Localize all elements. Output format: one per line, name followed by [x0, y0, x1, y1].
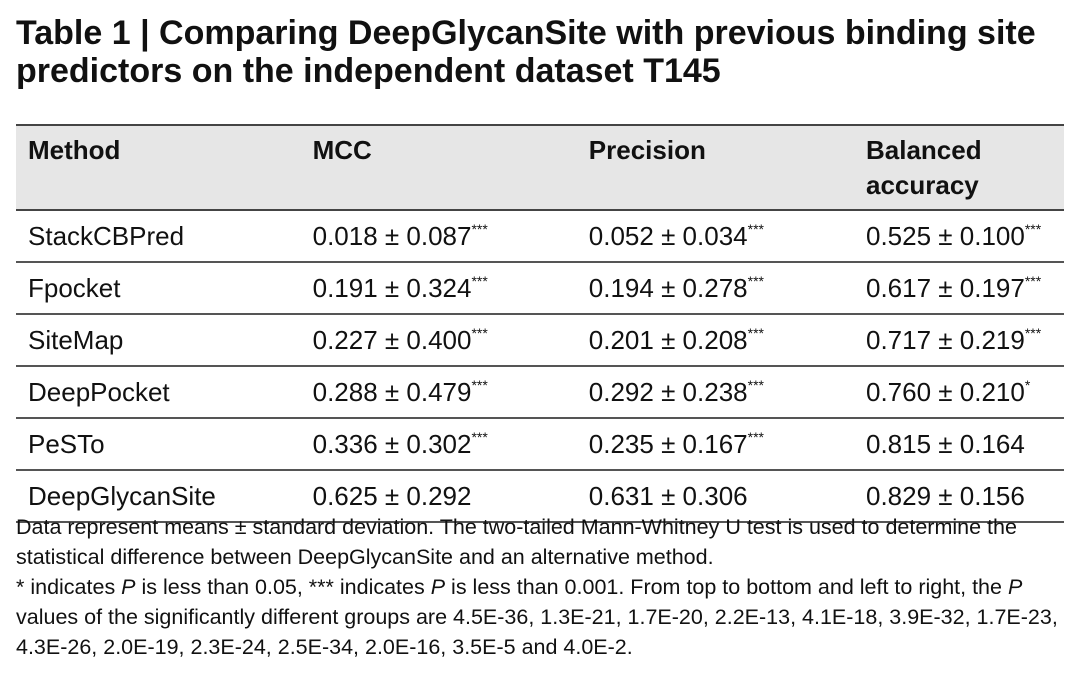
footnote-text: is less than 0.001. From top to bottom a…	[445, 575, 1008, 599]
significance: ***	[471, 377, 488, 393]
cell-value: 0.815 ± 0.164	[866, 429, 1025, 459]
cell-value: 0.018 ± 0.087	[312, 221, 472, 251]
cell-value: PeSTo	[28, 429, 105, 459]
cell: SiteMap	[16, 314, 301, 367]
significance: ***	[1024, 273, 1042, 289]
cell-value: 0.227 ± 0.400	[312, 325, 472, 355]
cell: DeepGlycanSite	[16, 470, 301, 523]
significance: ***	[747, 325, 764, 341]
row: DeepPocket 0.288 ± 0.479*** 0.292 ± 0.238*…	[16, 366, 1064, 419]
footnote-text: * indicates	[16, 575, 122, 599]
cell-value: 0.625 ± 0.292	[312, 481, 472, 511]
cell: StackCBPred	[16, 210, 301, 263]
column-header: Balanced accuracy	[854, 124, 1064, 211]
significance: ***	[471, 429, 488, 445]
cell: 0.235 ± 0.167***	[576, 418, 854, 471]
significance: ***	[1024, 325, 1042, 341]
column-header: Precision	[576, 124, 854, 211]
cell-value: DeepGlycanSite	[28, 481, 216, 511]
cell-value: 0.235 ± 0.167	[588, 429, 748, 459]
cell: 0.815 ± 0.164	[854, 418, 1064, 471]
cell-value: 0.717 ± 0.219	[866, 325, 1025, 355]
significance: ***	[471, 273, 488, 289]
cell: 0.227 ± 0.400***	[300, 314, 577, 367]
significance: ***	[471, 221, 488, 237]
cell-value: 0.336 ± 0.302	[312, 429, 472, 459]
footnote-text: Data represent means ± standard deviatio…	[16, 515, 1017, 569]
footnote-text: P	[1007, 575, 1023, 599]
cell: Fpocket	[16, 262, 301, 315]
cell: 0.525 ± 0.100***	[854, 210, 1064, 263]
cell: 0.760 ± 0.210*	[854, 366, 1064, 419]
footnote-text: P	[430, 575, 446, 599]
cell: 0.336 ± 0.302***	[300, 418, 577, 471]
cell: 0.018 ± 0.087***	[300, 210, 577, 263]
cell-value: 0.292 ± 0.238	[588, 377, 748, 407]
cell-value: 0.525 ± 0.100	[866, 221, 1025, 251]
cell: DeepPocket	[16, 366, 301, 419]
cell-value: 0.194 ± 0.278	[588, 273, 748, 303]
significance: ***	[747, 429, 764, 445]
cell-value: 0.631 ± 0.306	[588, 481, 748, 511]
significance: *	[1024, 377, 1031, 393]
column-header: MCC	[300, 124, 577, 211]
cell-value: 0.052 ± 0.034	[588, 221, 748, 251]
footnote-text: is less than 0.05, *** indicates	[135, 575, 431, 599]
cell: PeSTo	[16, 418, 301, 471]
cell-value: 0.617 ± 0.197	[866, 273, 1025, 303]
cell-value: 0.201 ± 0.208	[588, 325, 748, 355]
cell: 0.631 ± 0.306	[576, 470, 854, 523]
cell-value: 0.288 ± 0.479	[312, 377, 472, 407]
row: SiteMap 0.227 ± 0.400*** 0.201 ± 0.208*** 0…	[16, 314, 1064, 367]
cell-value: 0.191 ± 0.324	[312, 273, 472, 303]
title: Table 1 | Comparing DeepGlycanSite with …	[16, 14, 1036, 90]
footnote: Data represent means ± standard deviatio…	[16, 512, 1071, 662]
cell-value: Fpocket	[28, 273, 121, 303]
row: DeepGlycanSite 0.625 ± 0.292 0.631 ± 0.306…	[16, 470, 1064, 523]
footnote-text: values of the significantly different gr…	[16, 605, 1058, 659]
cell-value: SiteMap	[28, 325, 124, 355]
cell: 0.292 ± 0.238***	[576, 366, 854, 419]
significance: ***	[1024, 221, 1042, 237]
footnote-text: P	[121, 575, 136, 599]
column-header: Method	[16, 124, 301, 211]
cell: 0.288 ± 0.479***	[300, 366, 577, 419]
cell-value: 0.760 ± 0.210	[866, 377, 1025, 407]
cell-value: StackCBPred	[28, 221, 185, 251]
cell: 0.201 ± 0.208***	[576, 314, 854, 367]
cell: 0.717 ± 0.219***	[854, 314, 1064, 367]
significance: ***	[747, 221, 764, 237]
cell: 0.191 ± 0.324***	[300, 262, 577, 315]
cell: 0.829 ± 0.156	[854, 470, 1064, 523]
cell-value: 0.829 ± 0.156	[866, 481, 1025, 511]
table: Method MCC Precision Balanced accuracy Stack…	[16, 124, 1064, 523]
significance: ***	[747, 377, 764, 393]
cell: 0.194 ± 0.278***	[576, 262, 854, 315]
significance: ***	[471, 325, 488, 341]
significance: ***	[747, 273, 764, 289]
row: PeSTo 0.336 ± 0.302*** 0.235 ± 0.167*** 0.8…	[16, 418, 1064, 471]
row: Fpocket 0.191 ± 0.324*** 0.194 ± 0.278*** 0…	[16, 262, 1064, 315]
cell: 0.617 ± 0.197***	[854, 262, 1064, 315]
cell-value: DeepPocket	[28, 377, 170, 407]
cell: 0.625 ± 0.292	[300, 470, 577, 523]
row: StackCBPred 0.018 ± 0.087*** 0.052 ± 0.034…	[16, 210, 1064, 263]
cell: 0.052 ± 0.034***	[576, 210, 854, 263]
